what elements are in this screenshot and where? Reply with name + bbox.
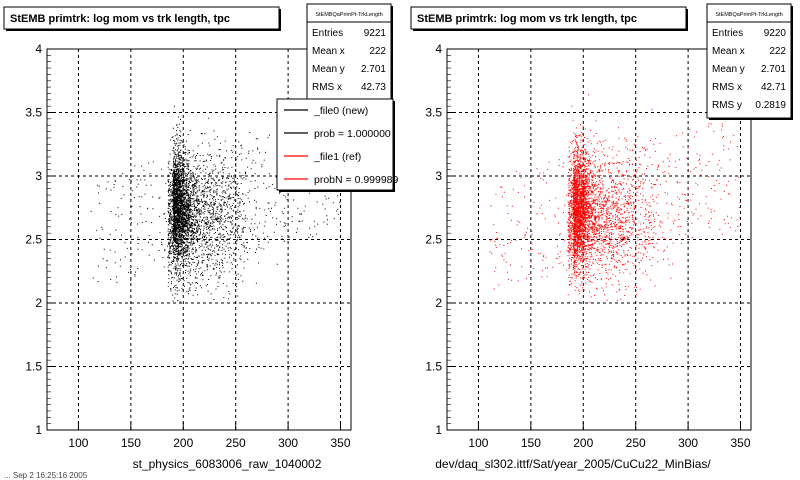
stats-label: Mean x	[712, 46, 745, 57]
legend-box-left[interactable]: _file0 (new) prob = 1.000000 _file1 (ref) p…	[276, 98, 399, 192]
stats-label: Mean y	[712, 64, 745, 75]
x-tick-label: 150	[521, 436, 541, 450]
x-tick-label: 250	[226, 436, 246, 450]
y-tick-label: 3	[435, 169, 442, 183]
stats-box-left[interactable]: StEMBQaPrimPt-TrkLength Entries 9221 Mean …	[306, 3, 393, 102]
scatter-series-new	[90, 105, 342, 303]
title-box-right[interactable]: StEMB primtrk: log mom vs trk length, tp…	[410, 6, 688, 31]
stats-label: Mean x	[312, 46, 345, 57]
y-tick-label: 1	[35, 423, 42, 437]
title-box-left[interactable]: StEMB primtrk: log mom vs trk length, tp…	[3, 6, 281, 31]
y-tick-label: 4	[435, 42, 442, 56]
axes-left: 100 150 200 250 300 350 1 1.5 2 2.5 3 3.5 4	[25, 42, 351, 450]
stats-header-left: StEMBQaPrimPt-TrkLength	[315, 12, 382, 18]
xlabel-left: st_physics_6083006_raw_1040002	[133, 457, 322, 471]
y-tick-label: 2	[35, 296, 42, 310]
stats-value: 9220	[764, 28, 787, 39]
x-tick-label: 350	[331, 436, 351, 450]
y-tick-label: 1	[435, 423, 442, 437]
scatter-points-new	[90, 105, 342, 303]
x-tick-label: 200	[173, 436, 193, 450]
x-tick-label: 200	[573, 436, 593, 450]
legend-label: _file1 (ref)	[313, 151, 361, 163]
y-tick-label: 4	[35, 42, 42, 56]
stats-label: RMS y	[712, 100, 742, 111]
x-tick-label: 350	[731, 436, 751, 450]
legend-label: probN = 0.999989	[314, 174, 399, 186]
y-tick-label: 1.5	[425, 360, 442, 374]
y-tick-label: 2.5	[25, 233, 42, 247]
axes-right: 100 150 200 250 300 350 1 1.5 2 2.5 3 3.5 4	[425, 42, 751, 450]
legend-label: _file0 (new)	[313, 105, 368, 117]
footer-timestamp: ... Sep 2 16:25:16 2005	[4, 471, 88, 480]
stats-value: 2.701	[761, 64, 786, 75]
stats-value: 0.2819	[755, 100, 786, 111]
legend-label: prob = 1.000000	[314, 128, 391, 140]
title-left: StEMB primtrk: log mom vs trk length, tp…	[10, 13, 230, 25]
x-tick-label: 250	[626, 436, 646, 450]
y-tick-label: 3.5	[425, 106, 442, 120]
stats-value: 222	[369, 46, 386, 57]
stats-label: Entries	[712, 28, 743, 39]
stats-label: Mean y	[312, 64, 345, 75]
y-tick-label: 1.5	[25, 360, 42, 374]
stats-label: RMS x	[712, 82, 742, 93]
x-tick-label: 100	[68, 436, 88, 450]
x-tick-label: 300	[678, 436, 698, 450]
x-tick-label: 150	[121, 436, 141, 450]
xlabel-right: dev/daq_sl302.ittf/Sat/year_2005/CuCu22_…	[435, 457, 711, 471]
y-tick-label: 3.5	[25, 106, 42, 120]
x-tick-label: 300	[278, 436, 298, 450]
stats-rows-left: Entries 9221 Mean x 222 Mean y 2.701 RMS x 42.7…	[312, 28, 386, 93]
legend-entries: _file0 (new) prob = 1.000000 _file1 (ref) p…	[284, 105, 399, 186]
y-tick-label: 2.5	[425, 233, 442, 247]
y-tick-label: 2	[435, 296, 442, 310]
x-tick-label: 100	[468, 436, 488, 450]
stats-value: 42.73	[361, 82, 386, 93]
stats-value: 42.71	[761, 82, 786, 93]
title-right: StEMB primtrk: log mom vs trk length, tp…	[417, 13, 637, 25]
grid-right	[447, 49, 751, 430]
panel-left: 100 150 200 250 300 350 1 1.5 2 2.5 3 3.5 4 StEMB pr…	[3, 3, 399, 471]
stats-rows-right: Entries 9220 Mean x 222 Mean y 2.701 RMS x 42.7…	[712, 28, 786, 111]
stats-box-right[interactable]: StEMBQaPrimPt-TrkLength Entries 9220 Mean …	[706, 3, 793, 120]
panel-right: 100 150 200 250 300 350 1 1.5 2 2.5 3 3.5 4 StEMB pr…	[410, 3, 793, 471]
stats-header-right: StEMBQaPrimPt-TrkLength	[715, 12, 782, 18]
y-tick-label: 3	[35, 169, 42, 183]
stats-label: RMS x	[312, 82, 342, 93]
stats-value: 222	[769, 46, 786, 57]
stats-value: 9221	[364, 28, 387, 39]
stats-value: 2.701	[361, 64, 386, 75]
stats-label: Entries	[312, 28, 343, 39]
